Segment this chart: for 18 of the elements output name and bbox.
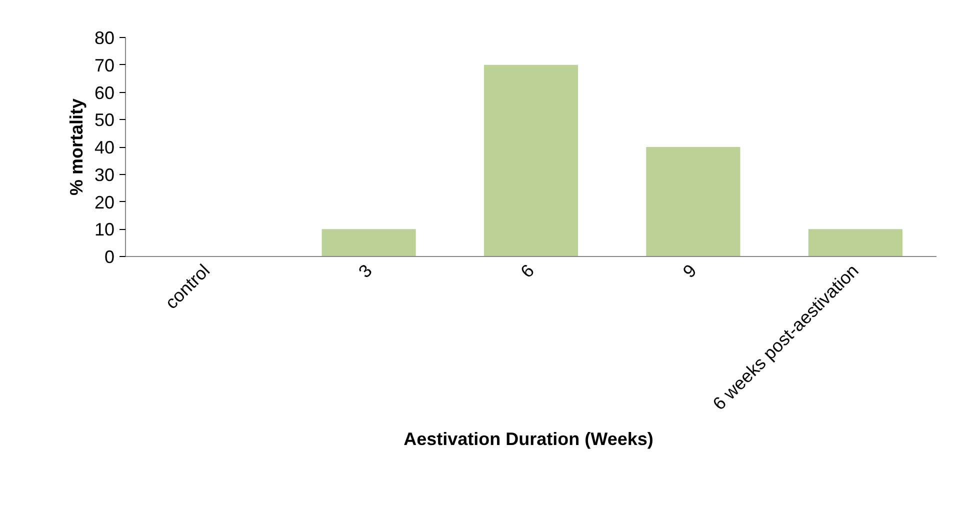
x-axis-title: Aestivation Duration (Weeks) [404, 429, 654, 450]
bar [646, 147, 740, 256]
y-tick-label: 60 [94, 82, 115, 103]
x-tick-label: 6 [516, 260, 538, 282]
y-tick-label: 80 [94, 28, 115, 48]
y-tick-label: 30 [94, 164, 115, 185]
y-tick-label: 40 [94, 138, 115, 158]
y-axis-title: % mortality [66, 98, 86, 196]
y-tick-label: 50 [94, 110, 115, 130]
bar [322, 229, 416, 256]
bar [484, 64, 578, 256]
y-tick-label: 70 [94, 55, 115, 76]
x-tick-label: 3 [354, 260, 376, 282]
x-tick-label: 9 [679, 260, 700, 282]
y-tick-label: 0 [104, 247, 115, 267]
y-tick-label: 20 [94, 192, 115, 212]
y-tick-label: 10 [94, 220, 115, 240]
bar [808, 229, 902, 256]
